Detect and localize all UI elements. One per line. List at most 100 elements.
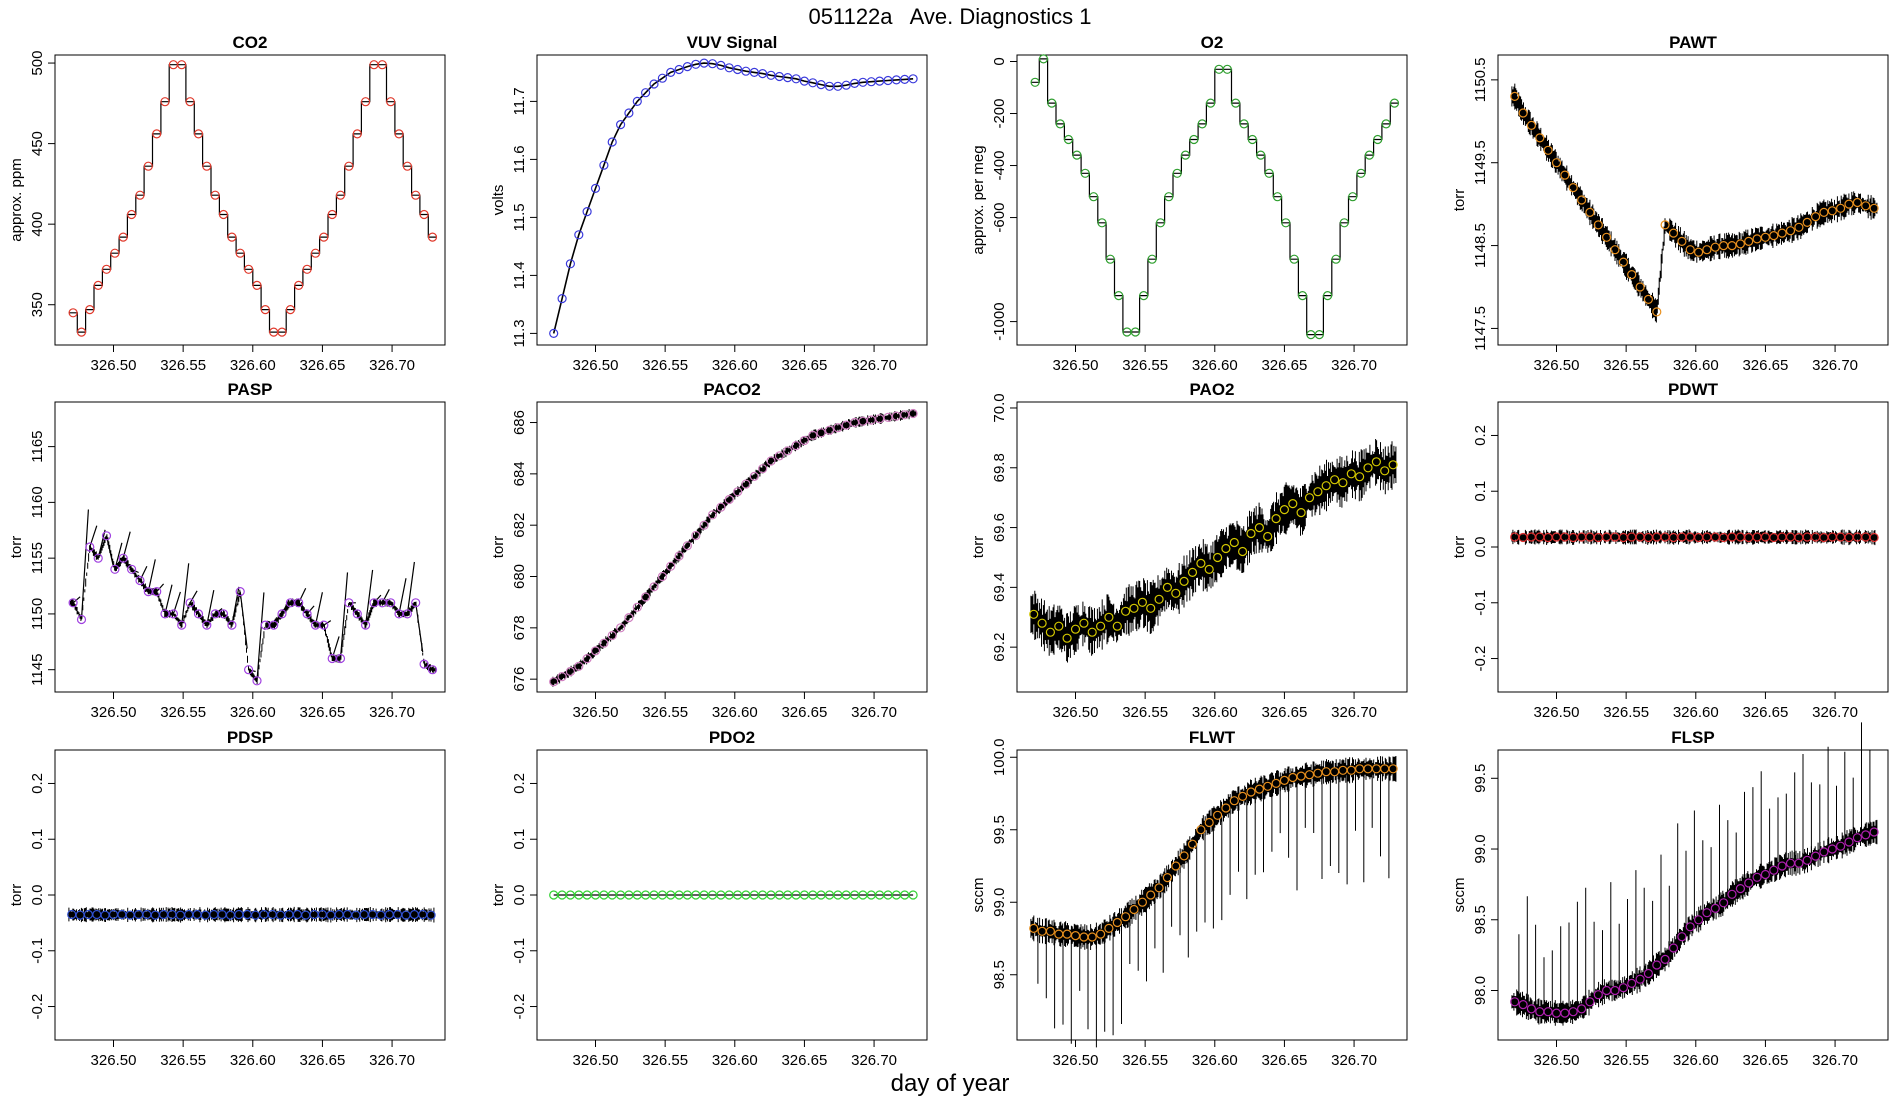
data-point	[160, 97, 170, 107]
data-point	[565, 666, 576, 677]
noise-path	[1030, 439, 1397, 663]
x-tick-label: 326.50	[1534, 357, 1580, 374]
data-point	[1543, 145, 1553, 155]
data-point	[285, 305, 295, 315]
data-point	[1702, 245, 1712, 255]
data-point	[235, 586, 245, 597]
data-point	[1610, 985, 1620, 996]
data-point	[1338, 478, 1348, 488]
data-point	[344, 598, 354, 608]
panel-pao2: PAO2 69.2 69.4 69.6 69.8 70.0 torr 326.50 326.55…	[970, 380, 1408, 721]
y-tick-label: 0.1	[29, 829, 46, 850]
data-point	[557, 671, 567, 682]
x-tick-label: 326.70	[369, 1052, 415, 1069]
data-point	[419, 209, 429, 220]
plot-frame	[1497, 749, 1889, 1041]
data-point	[1204, 817, 1214, 828]
data-point	[565, 259, 576, 269]
y-axis-label: torr	[490, 884, 507, 907]
data-point	[1129, 603, 1139, 613]
data-point	[590, 646, 601, 656]
series-line	[552, 62, 914, 334]
data-point	[1079, 618, 1089, 628]
y-tick-label: 0	[991, 57, 1008, 65]
data-point	[1331, 254, 1341, 264]
series-markers	[549, 890, 918, 900]
data-point	[1380, 466, 1390, 476]
data-point	[1354, 472, 1365, 482]
noise-path	[550, 409, 917, 687]
data-point	[1769, 231, 1779, 241]
data-point	[1088, 192, 1099, 202]
data-point	[1510, 997, 1520, 1007]
panel-title: FLSP	[1671, 728, 1714, 747]
plot-frame	[536, 54, 928, 346]
series-markers	[68, 531, 438, 686]
x-tick-label: 326.60	[1673, 357, 1719, 374]
data-point	[1147, 254, 1157, 264]
data-point	[1869, 203, 1879, 213]
data-point	[1171, 588, 1181, 598]
data-point	[1095, 929, 1106, 939]
data-point	[1852, 197, 1863, 208]
plot-frame	[1016, 401, 1408, 693]
data-point	[310, 248, 321, 258]
data-point	[1179, 576, 1189, 587]
data-point	[1744, 236, 1754, 246]
y-tick-label: 676	[511, 667, 528, 692]
data-point	[1246, 787, 1256, 797]
data-point	[1627, 270, 1637, 280]
data-point	[1196, 825, 1206, 835]
data-point	[624, 108, 634, 118]
data-point	[1373, 134, 1383, 145]
data-point	[1627, 978, 1637, 989]
panel-flwt: FLWT 98.5 99.0 99.5 100.0 sccm 326.50 326.55 326…	[970, 728, 1408, 1069]
data-point	[85, 305, 95, 315]
data-point	[1735, 239, 1746, 249]
data-point	[352, 609, 362, 619]
data-point	[1356, 168, 1366, 178]
data-point	[1095, 621, 1106, 631]
data-point	[1037, 618, 1047, 628]
data-point	[791, 441, 801, 451]
data-point	[277, 609, 287, 619]
x-tick-label: 326.65	[1261, 704, 1307, 721]
panel-title: PDO2	[709, 728, 755, 747]
data-point	[1104, 612, 1114, 622]
data-point	[76, 327, 87, 337]
data-point	[1137, 597, 1148, 607]
y-tick-label: 1160	[29, 486, 46, 518]
y-tick-label: 11.7	[511, 87, 528, 115]
data-point	[1727, 889, 1737, 899]
x-tick-label: 326.60	[1192, 704, 1238, 721]
x-tick-label: 326.55	[1603, 357, 1649, 374]
data-point	[1154, 594, 1164, 604]
data-point	[1105, 254, 1115, 264]
data-point	[193, 609, 204, 619]
data-point	[1263, 531, 1273, 542]
data-point	[624, 612, 634, 623]
data-point	[666, 67, 676, 78]
x-tick-label: 326.50	[1534, 704, 1580, 721]
data-point	[908, 408, 918, 419]
data-point	[402, 609, 412, 619]
data-point	[791, 74, 801, 84]
data-point	[1363, 463, 1373, 473]
data-point	[757, 68, 768, 79]
x-tick-label: 326.50	[91, 357, 137, 374]
data-point	[1029, 923, 1039, 934]
y-tick-label: 98.0	[1472, 976, 1489, 1005]
y-tick-label: 1145	[29, 654, 46, 686]
y-axis-label: torr	[8, 884, 25, 907]
x-tick-label: 326.55	[160, 1052, 206, 1069]
data-point	[1254, 784, 1265, 794]
data-point	[649, 79, 659, 89]
data-point	[1070, 624, 1081, 634]
data-point	[101, 531, 112, 541]
data-point	[110, 248, 120, 258]
y-tick-label: 500	[29, 51, 46, 76]
noise-path	[1511, 83, 1878, 323]
data-point	[1321, 481, 1331, 491]
y-tick-label: 0.2	[1472, 425, 1489, 446]
